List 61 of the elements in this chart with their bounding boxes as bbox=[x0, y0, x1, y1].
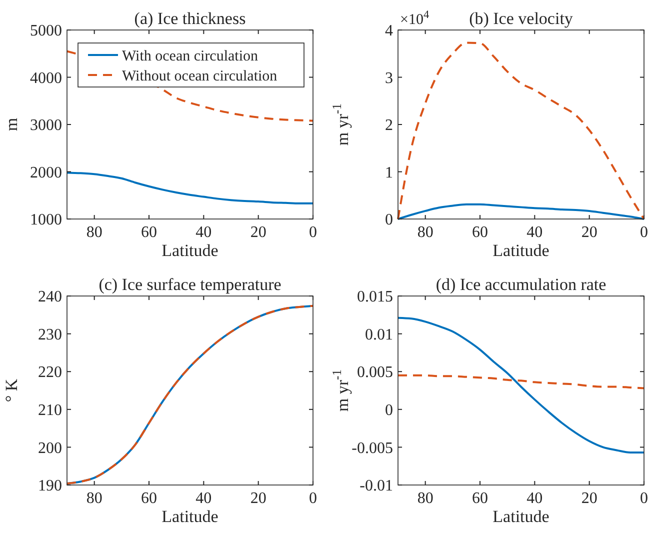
x-tick-label: 80 bbox=[86, 490, 102, 507]
y-tick-label: 200 bbox=[38, 440, 62, 457]
y-tick-label: 5000 bbox=[30, 22, 62, 40]
legend-label: Without ocean circulation bbox=[122, 68, 278, 84]
x-tick-label: 80 bbox=[417, 224, 434, 241]
x-tick-label: 40 bbox=[526, 224, 543, 241]
x-tick-label: 0 bbox=[309, 224, 317, 241]
legend-label: With ocean circulation bbox=[122, 48, 259, 64]
y-tick-label: 0.015 bbox=[357, 288, 393, 306]
y-tick-label: 2000 bbox=[30, 164, 62, 182]
y-axis-title: m bbox=[2, 118, 21, 132]
chart-title: (b) Ice velocity bbox=[469, 9, 574, 28]
line-series bbox=[66, 304, 314, 484]
line-series bbox=[397, 42, 645, 220]
y-tick-label: 3000 bbox=[30, 117, 62, 134]
x-tick-label: 20 bbox=[581, 490, 598, 507]
y-tick-label: 4 bbox=[385, 22, 393, 40]
x-tick-label: 20 bbox=[250, 224, 266, 241]
x-tick-label: 60 bbox=[472, 224, 488, 241]
y-axis-title: ° K bbox=[2, 378, 21, 402]
y-tick-label: 220 bbox=[38, 364, 62, 382]
y-tick-label: 0 bbox=[385, 402, 393, 419]
y-tick-label: 210 bbox=[38, 402, 62, 419]
x-tick-label: 0 bbox=[640, 490, 648, 507]
text: ×10$^{4}$ bbox=[400, 9, 430, 28]
y-tick-label: -0.005 bbox=[352, 440, 393, 457]
y-tick-label: 1 bbox=[385, 164, 393, 182]
y-tick-label: -0.01 bbox=[360, 478, 393, 495]
x-tick-label: 60 bbox=[141, 490, 157, 507]
y-tick-label: 0.005 bbox=[357, 364, 393, 382]
x-tick-label: 80 bbox=[417, 490, 434, 507]
x-axis-title: Latitude bbox=[162, 241, 218, 260]
y-tick-label: 4000 bbox=[30, 70, 62, 87]
x-tick-label: 20 bbox=[250, 490, 266, 507]
chart-title: (c) Ice surface temperature bbox=[98, 275, 282, 294]
chart-title: (d) Ice accumulation rate bbox=[436, 275, 606, 294]
line-series bbox=[66, 172, 314, 204]
x-tick-label: 40 bbox=[196, 490, 212, 507]
line-series bbox=[397, 203, 645, 220]
y-tick-label: 0 bbox=[385, 212, 393, 229]
x-tick-label: 60 bbox=[472, 490, 488, 507]
y-tick-label: 190 bbox=[38, 478, 62, 495]
x-axis-title: Latitude bbox=[162, 507, 218, 526]
line-series bbox=[397, 316, 645, 454]
y-tick-label: 2 bbox=[385, 117, 393, 134]
x-tick-label: 0 bbox=[309, 490, 317, 507]
y-tick-label: 3 bbox=[385, 70, 393, 87]
x-tick-label: 40 bbox=[196, 224, 212, 241]
x-axis-title: Latitude bbox=[492, 507, 550, 526]
y-tick-label: 240 bbox=[38, 288, 62, 306]
y-tick-label: 230 bbox=[38, 326, 62, 344]
x-tick-label: 80 bbox=[86, 224, 102, 241]
x-tick-label: 60 bbox=[141, 224, 157, 241]
line-series bbox=[397, 374, 645, 390]
y-tick-label: 0.01 bbox=[365, 326, 393, 344]
x-tick-label: 40 bbox=[526, 490, 543, 507]
x-axis-title: Latitude bbox=[492, 241, 550, 260]
x-tick-label: 20 bbox=[581, 224, 598, 241]
x-tick-label: 0 bbox=[640, 224, 648, 241]
y-tick-label: 1000 bbox=[30, 212, 62, 229]
chart-title: (a) Ice thickness bbox=[134, 9, 246, 28]
